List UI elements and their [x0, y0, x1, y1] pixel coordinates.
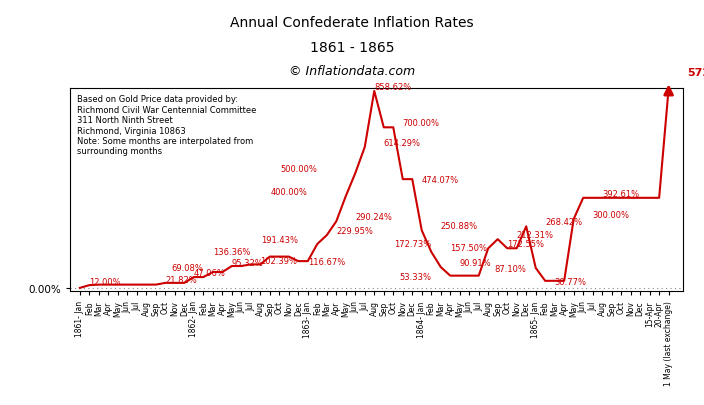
Text: 700.00%: 700.00%: [403, 119, 440, 128]
Text: 300.00%: 300.00%: [593, 211, 629, 220]
Text: 290.24%: 290.24%: [356, 213, 392, 222]
Text: 90.91%: 90.91%: [460, 258, 491, 268]
Text: 30.77%: 30.77%: [555, 277, 586, 286]
Text: 102.39%: 102.39%: [260, 256, 297, 265]
Text: 53.33%: 53.33%: [399, 272, 432, 281]
Text: 47.06%: 47.06%: [194, 269, 226, 277]
Text: 5725%: 5725%: [688, 67, 704, 77]
Text: 392.61%: 392.61%: [602, 190, 639, 198]
Text: 87.10%: 87.10%: [494, 264, 526, 273]
Text: 136.36%: 136.36%: [213, 248, 251, 257]
Text: Based on Gold Price data provided by:
Richmond Civil War Centennial Committee
31: Based on Gold Price data provided by: Ri…: [77, 95, 256, 156]
Text: 614.29%: 614.29%: [384, 139, 421, 148]
Text: 21.82%: 21.82%: [165, 275, 197, 284]
Text: Annual Confederate Inflation Rates: Annual Confederate Inflation Rates: [230, 16, 474, 30]
Text: 191.43%: 191.43%: [261, 236, 298, 245]
Text: 95.32%: 95.32%: [232, 258, 263, 267]
Text: 12.00%: 12.00%: [89, 277, 121, 286]
Text: 172.73%: 172.73%: [394, 240, 432, 249]
Text: 116.67%: 116.67%: [308, 258, 345, 266]
Text: 400.00%: 400.00%: [271, 188, 308, 196]
Text: 157.50%: 157.50%: [451, 243, 487, 252]
Text: 250.88%: 250.88%: [441, 222, 478, 231]
Text: 172.55%: 172.55%: [507, 240, 544, 249]
Text: 500.00%: 500.00%: [280, 164, 318, 173]
Text: 858.62%: 858.62%: [375, 83, 412, 92]
Text: 212.31%: 212.31%: [517, 231, 554, 240]
Text: © Inflationdata.com: © Inflationdata.com: [289, 65, 415, 78]
Text: 1861 - 1865: 1861 - 1865: [310, 40, 394, 54]
Text: 474.07%: 474.07%: [422, 176, 459, 185]
Text: 229.95%: 229.95%: [337, 227, 373, 236]
Text: 268.42%: 268.42%: [545, 218, 582, 227]
Text: 69.08%: 69.08%: [172, 264, 203, 273]
